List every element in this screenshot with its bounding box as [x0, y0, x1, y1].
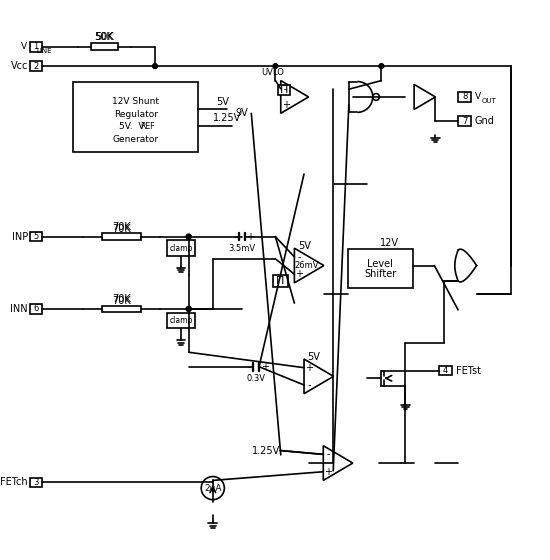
Text: 12V: 12V	[381, 239, 399, 249]
Circle shape	[152, 64, 157, 68]
Bar	[30, 42, 42, 52]
Text: +: +	[282, 100, 289, 110]
Text: 1.25V: 1.25V	[252, 446, 280, 455]
Polygon shape	[323, 446, 353, 480]
Text: 70K: 70K	[112, 224, 131, 234]
Text: 1: 1	[34, 43, 38, 52]
Circle shape	[186, 306, 191, 311]
Text: 3.5mV: 3.5mV	[228, 244, 255, 253]
Text: Generator: Generator	[113, 135, 159, 144]
Text: Π: Π	[276, 276, 284, 286]
Text: UVLO: UVLO	[261, 68, 284, 77]
Text: FETch: FETch	[0, 477, 28, 487]
Polygon shape	[294, 248, 324, 283]
Text: 12V Shunt: 12V Shunt	[112, 97, 159, 106]
Text: 50K: 50K	[95, 32, 113, 42]
Bar	[278, 85, 290, 95]
Bar	[439, 366, 452, 375]
Text: V: V	[21, 43, 27, 52]
Text: 3: 3	[34, 478, 38, 487]
Text: 5V: 5V	[307, 352, 321, 362]
Bar	[30, 232, 42, 241]
Text: +: +	[305, 363, 313, 372]
Text: REF: REF	[140, 122, 155, 131]
Text: 5V: 5V	[216, 97, 229, 107]
Text: INN: INN	[10, 304, 28, 314]
Bar	[459, 92, 471, 102]
Circle shape	[186, 306, 191, 311]
Text: FETst: FETst	[455, 366, 481, 376]
Text: +: +	[261, 362, 269, 372]
Text: 2uA: 2uA	[204, 484, 222, 493]
Text: 50K: 50K	[95, 32, 114, 42]
Text: 5: 5	[34, 232, 38, 241]
Text: -: -	[233, 232, 237, 242]
Text: Vcc: Vcc	[10, 61, 28, 71]
Bar	[30, 304, 42, 314]
Text: +: +	[324, 466, 332, 477]
Text: OUT: OUT	[482, 98, 496, 104]
Text: 8: 8	[462, 92, 468, 101]
Text: -: -	[248, 362, 251, 372]
Text: Level: Level	[367, 259, 393, 269]
Text: -: -	[326, 449, 330, 459]
Text: 70K: 70K	[112, 294, 131, 304]
Polygon shape	[414, 85, 436, 109]
Polygon shape	[304, 359, 333, 394]
Text: Π: Π	[280, 85, 288, 95]
Text: +: +	[246, 232, 255, 242]
Text: 9V: 9V	[236, 108, 249, 118]
Text: Shifter: Shifter	[364, 269, 397, 279]
Bar	[30, 478, 42, 487]
Text: 26mV: 26mV	[295, 261, 319, 270]
Bar	[167, 312, 195, 328]
Bar	[73, 82, 199, 152]
Text: 5V: 5V	[298, 241, 311, 251]
Bar	[272, 275, 288, 287]
Circle shape	[373, 94, 380, 100]
Text: Gnd: Gnd	[475, 116, 494, 126]
Text: 0.3V: 0.3V	[246, 374, 266, 383]
Text: INP: INP	[12, 232, 28, 242]
Text: -: -	[284, 84, 287, 94]
Text: Regulator: Regulator	[114, 110, 158, 119]
Text: clamp: clamp	[169, 316, 192, 325]
Text: -: -	[298, 252, 301, 262]
Bar	[459, 116, 471, 126]
Bar	[30, 61, 42, 71]
Text: +: +	[295, 269, 303, 279]
Circle shape	[379, 64, 384, 68]
Text: LINE: LINE	[36, 48, 52, 54]
Text: 70K: 70K	[112, 222, 131, 232]
Circle shape	[186, 234, 191, 239]
Text: clamp: clamp	[169, 244, 192, 253]
Text: -: -	[307, 380, 311, 390]
Bar	[91, 44, 118, 50]
Text: 2: 2	[34, 62, 38, 71]
Polygon shape	[280, 81, 309, 113]
Text: 5V.  V: 5V. V	[119, 122, 145, 131]
Text: 6: 6	[34, 305, 38, 314]
Text: 1.25V: 1.25V	[213, 113, 241, 123]
Bar	[102, 306, 140, 312]
Bar	[167, 240, 195, 256]
Circle shape	[273, 64, 278, 68]
Text: 7: 7	[462, 116, 468, 125]
Bar	[102, 234, 140, 240]
Bar	[348, 249, 413, 288]
Text: 70K: 70K	[112, 296, 131, 306]
Circle shape	[186, 234, 191, 239]
Text: V: V	[475, 92, 481, 101]
Text: 4: 4	[443, 366, 448, 375]
